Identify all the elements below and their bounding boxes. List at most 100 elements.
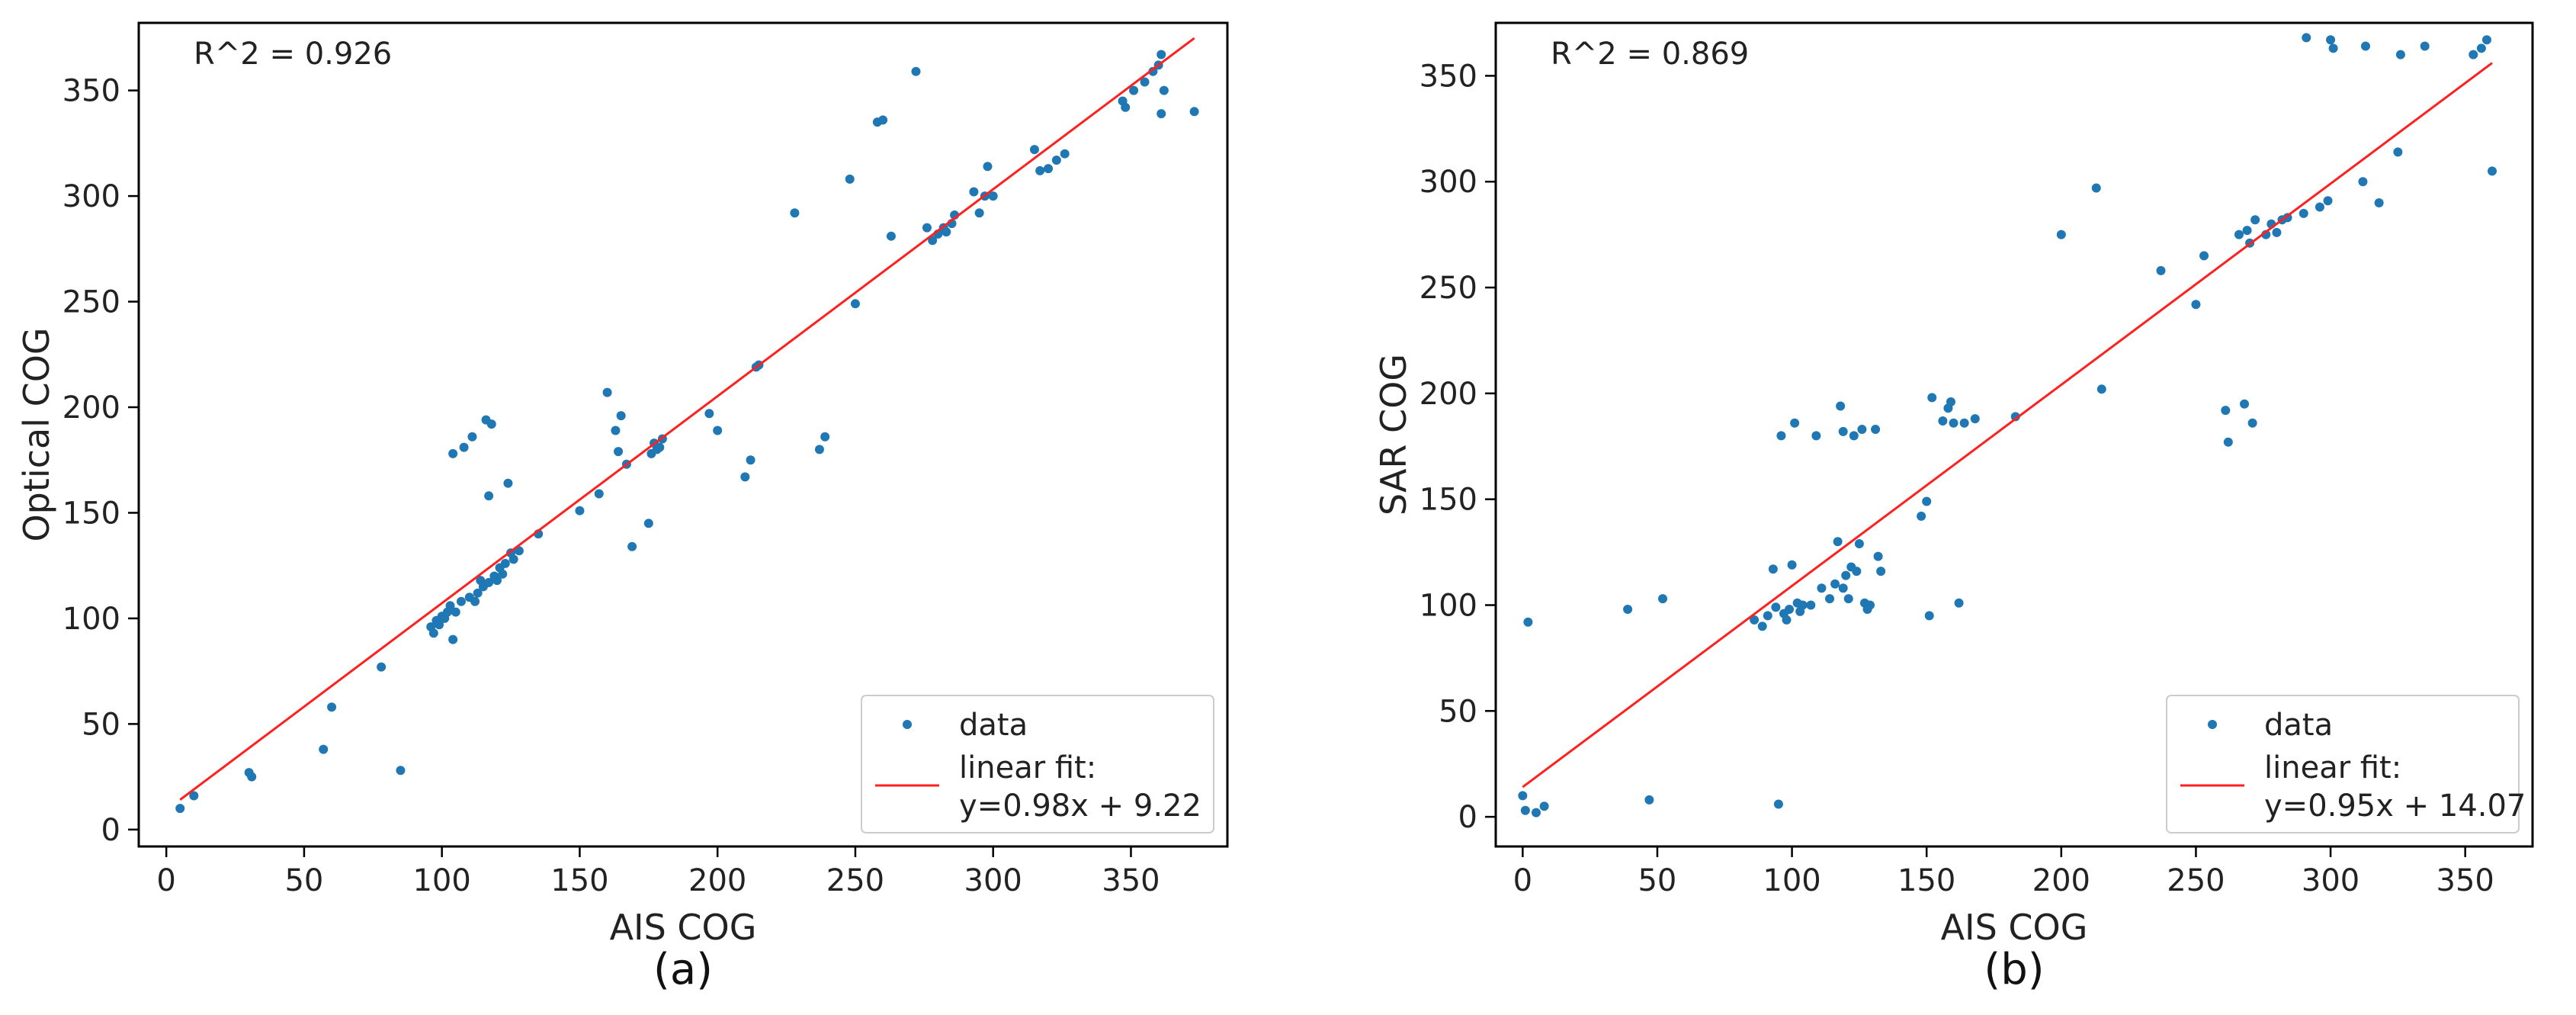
panel-b-data-point bbox=[1520, 805, 1530, 815]
panel-a-data-point bbox=[467, 432, 477, 442]
panel-b-data-point bbox=[1922, 496, 1932, 506]
panel-a-legend: data linear fit: y=0.98x + 9.22 bbox=[861, 695, 1214, 834]
panel-a-data-point bbox=[614, 447, 624, 457]
panel-b-y-tick-label: 0 bbox=[1458, 800, 1477, 835]
panel-a-data-point bbox=[492, 576, 502, 586]
panel-a-data-point bbox=[878, 115, 888, 125]
panel-b-data-point bbox=[1518, 791, 1528, 801]
panel-a-legend-fit-label-line1: linear fit: bbox=[959, 750, 1096, 785]
panel-a-x-tick-label: 150 bbox=[550, 863, 608, 898]
panel-b-data-point bbox=[1790, 418, 1800, 428]
panel-b-x-tick-label: 100 bbox=[1763, 863, 1821, 898]
panel-a-y-tick-label: 250 bbox=[63, 285, 120, 320]
panel-a-data-point bbox=[1189, 107, 1199, 117]
panel-b-data-point bbox=[1782, 615, 1792, 625]
panel-a-data-point bbox=[655, 442, 665, 452]
panel-a-data-point bbox=[486, 419, 496, 429]
panel-b-data-point bbox=[2272, 227, 2282, 237]
panel-b-fit-line bbox=[1522, 62, 2493, 789]
panel-a-data-point bbox=[1060, 149, 1070, 159]
panel-b-y-tick-label: 250 bbox=[1420, 271, 1477, 306]
panel-a-data-point bbox=[470, 596, 480, 606]
panel-b-data-point bbox=[1776, 431, 1786, 441]
panel-a-data-point bbox=[1159, 85, 1169, 95]
panel-a-data-point bbox=[1129, 85, 1139, 95]
panel-a-y-tick-label: 350 bbox=[63, 74, 120, 109]
panel-a-data-point bbox=[498, 569, 508, 579]
panel-a-data-point bbox=[1035, 165, 1045, 175]
panel-a-y-tick-label: 150 bbox=[63, 496, 120, 531]
panel-b-legend-fit-label-line2: y=0.95x + 14.07 bbox=[2264, 789, 2526, 824]
panel-b-data-point bbox=[1763, 611, 1772, 621]
panel-a-y-tick-label: 0 bbox=[101, 813, 120, 848]
panel-b-ticks: 0 50 100 150 200 250 300 350 0 50 100 150 200 250 300 3… bbox=[1420, 59, 2494, 898]
panel-b-data-point bbox=[1817, 583, 1827, 593]
panel-b-legend-box bbox=[2166, 695, 2520, 834]
panel-a-y-axis-label: Optical COG bbox=[16, 327, 57, 541]
panel-b-data-point bbox=[1838, 426, 1848, 436]
panel-b-data-point bbox=[1949, 418, 1958, 428]
panel-a-data-point bbox=[448, 448, 458, 458]
panel-b-y-tick-label: 300 bbox=[1420, 165, 1477, 200]
panel-b-data-point bbox=[2420, 41, 2430, 51]
panel-b-x-tick-label: 250 bbox=[2167, 863, 2225, 898]
panel-b-r2-text: R^2 = 0.869 bbox=[1551, 37, 1749, 72]
panel-a-data-point bbox=[928, 236, 938, 246]
panel-b-data-point bbox=[1785, 605, 1795, 615]
panel-b-data-point bbox=[2323, 196, 2333, 206]
panel-a-data-point bbox=[575, 506, 585, 516]
panel-a-ticks: 0 50 100 150 200 250 300 350 0 50 100 150 200 250 300 3… bbox=[63, 74, 1160, 898]
panel-b-data-point bbox=[2240, 399, 2250, 409]
panel-a-data-point bbox=[616, 411, 626, 421]
panel-b-data-point bbox=[1852, 567, 1862, 577]
panel-a-data-point bbox=[983, 162, 993, 172]
panel-a-data-point bbox=[500, 558, 510, 568]
panel-b-y-axis-label: SAR COG bbox=[1373, 354, 1414, 516]
panel-b-data-point bbox=[2199, 251, 2209, 261]
panel-b-data-point bbox=[1954, 598, 1964, 608]
panel-a-data-point bbox=[886, 231, 896, 241]
panel-a-data-point bbox=[327, 702, 337, 712]
panel-b-data-point bbox=[1871, 425, 1881, 435]
panel-a-y-tick-label: 300 bbox=[63, 179, 120, 214]
panel-a-data-point bbox=[1029, 145, 1039, 155]
panel-a-data-point bbox=[922, 223, 932, 233]
panel-b-data-point bbox=[1876, 567, 1886, 577]
panel-a-y-tick-label: 50 bbox=[82, 707, 120, 742]
panel-a-data-point bbox=[1140, 77, 1150, 87]
panel-a-data-point bbox=[473, 588, 483, 598]
panel-a-data-point bbox=[445, 601, 455, 611]
panel-a-data-point bbox=[790, 208, 800, 218]
panel-a-data-point bbox=[820, 432, 830, 442]
panel-a-data-point bbox=[1051, 156, 1061, 165]
panel-b-data-point bbox=[1771, 602, 1781, 612]
panel-b-data-point bbox=[1531, 808, 1541, 817]
panel-a-data-point bbox=[1156, 109, 1166, 119]
panel-b-data-point bbox=[2302, 33, 2311, 43]
panel-b-x-tick-label: 0 bbox=[1513, 863, 1532, 898]
panel-a-fit-line bbox=[179, 37, 1195, 801]
panel-b-data-point bbox=[1825, 594, 1835, 604]
panel-b-data-point bbox=[2156, 265, 2166, 275]
panel-a-data-point bbox=[448, 634, 458, 644]
panel-a-data-point bbox=[484, 577, 494, 587]
panel-a-data-point bbox=[643, 519, 653, 528]
panel-b-data-point bbox=[1658, 594, 1668, 604]
panel-b-data-point bbox=[2395, 50, 2405, 59]
panel-b-data-point bbox=[1644, 795, 1654, 805]
panel-a-data-point bbox=[974, 208, 984, 218]
panel-a-data-point bbox=[247, 772, 257, 782]
panel-b-data-point bbox=[1857, 425, 1867, 435]
panel-b-data-point bbox=[1841, 570, 1851, 580]
panel-a-caption: (a) bbox=[653, 945, 713, 994]
panel-b-data-point bbox=[2476, 43, 2486, 53]
panel-b-data-point bbox=[1811, 431, 1821, 441]
panel-b-x-tick-label: 200 bbox=[2032, 863, 2090, 898]
panel-a-data-point bbox=[428, 628, 438, 638]
panel-b-data-point bbox=[1798, 600, 1808, 610]
panel-b-data-point bbox=[1773, 799, 1783, 809]
panel-a-data-point bbox=[1156, 50, 1166, 59]
panel-b-x-tick-label: 350 bbox=[2436, 863, 2494, 898]
panel-b-data-point bbox=[2315, 202, 2324, 212]
